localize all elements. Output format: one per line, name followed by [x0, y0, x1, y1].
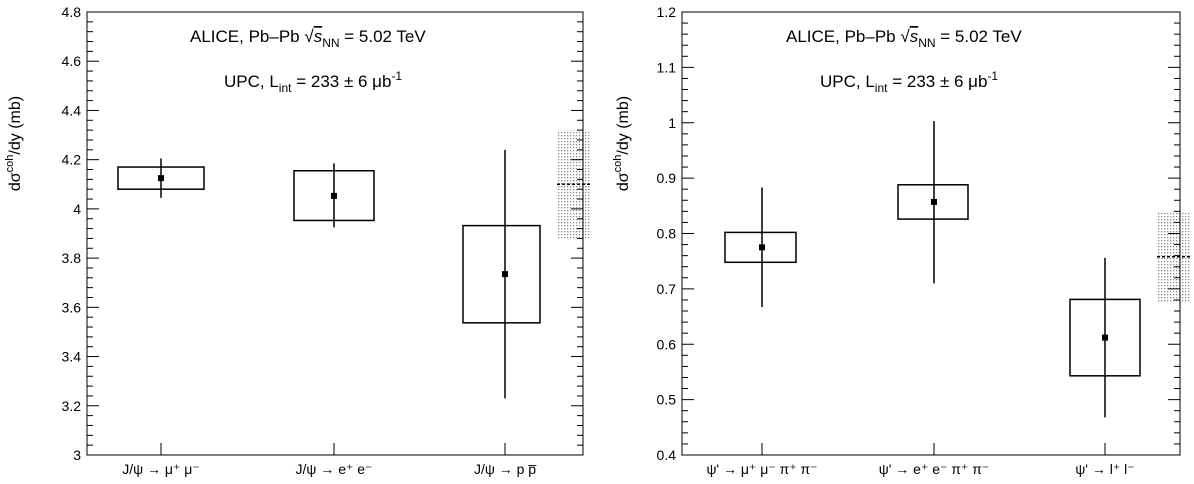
y-tick-label: 0.9: [657, 170, 677, 186]
annotation-collision-system: ALICE, Pb–Pb √sNN = 5.02 TeV: [786, 27, 1022, 50]
x-category-label: J/ψ → μ⁺ μ⁻: [122, 461, 199, 477]
data-point: [502, 271, 508, 278]
y-axis-label: dσcoh/dy (mb): [4, 96, 24, 191]
data-point: [1102, 334, 1108, 341]
x-category-label: ψ' → e⁺ e⁻ π⁺ π⁻: [879, 461, 990, 477]
systematic-box: [724, 231, 797, 264]
systematic-box: [897, 184, 969, 220]
annotation-luminosity: UPC, Lint = 233 ± 6 μb-1: [820, 69, 998, 95]
y-tick-label: 0.7: [657, 281, 677, 297]
data-point: [759, 244, 765, 251]
chart-panel-2: 0.4 0.5 0.6 0.7 0.8 0.9 1 1.1 1.2 ψ' → μ⁺ μ⁻ π⁺ π…: [612, 4, 1190, 477]
y-tick-label: 3.8: [62, 250, 82, 266]
plot-frame: [86, 11, 584, 456]
systematic-box: [462, 224, 541, 324]
y-tick-label: 4.4: [62, 102, 82, 118]
y-tick-label: 1.1: [657, 59, 677, 75]
annotation-luminosity: UPC, Lint = 233 ± 6 μb-1: [224, 69, 402, 95]
chart-panel-1: 3 3.2 3.4 3.6 3.8 4 4.2 4.4 4.6 4.8 J/ψ → μ⁺ μ⁻ J/ψ…: [4, 4, 591, 477]
data-point: [158, 175, 164, 182]
annotation-collision-system: ALICE, Pb–Pb √sNN = 5.02 TeV: [190, 27, 426, 50]
x-category-label: J/ψ → p p̅: [474, 461, 537, 477]
y-tick-label: 0.8: [657, 226, 677, 242]
y-tick-label: 1: [668, 115, 676, 131]
y-tick-label: 4.2: [62, 152, 82, 168]
y-tick-label: 4: [73, 201, 81, 217]
y-tick-label: 1.2: [657, 4, 677, 20]
data-point: [931, 198, 937, 205]
y-tick-label: 3.4: [62, 349, 82, 365]
x-category-label: ψ' → μ⁺ μ⁻ π⁺ π⁻: [706, 461, 817, 477]
y-tick-label: 0.4: [657, 447, 677, 463]
y-tick-label: 3.6: [62, 299, 82, 315]
data-point: [331, 192, 337, 199]
y-tick-label: 0.5: [657, 392, 677, 408]
x-category-label: ψ' → l⁺ l⁻: [1075, 461, 1134, 477]
y-axis-label: dσcoh/dy (mb): [612, 96, 632, 191]
y-tick-label: 4.6: [62, 53, 82, 69]
y-tick-label: 3: [73, 447, 81, 463]
y-tick-label: 4.8: [62, 4, 82, 20]
y-tick-label: 3.2: [62, 398, 82, 414]
y-tick-label: 0.6: [657, 336, 677, 352]
x-category-label: J/ψ → e⁺ e⁻: [296, 461, 373, 477]
